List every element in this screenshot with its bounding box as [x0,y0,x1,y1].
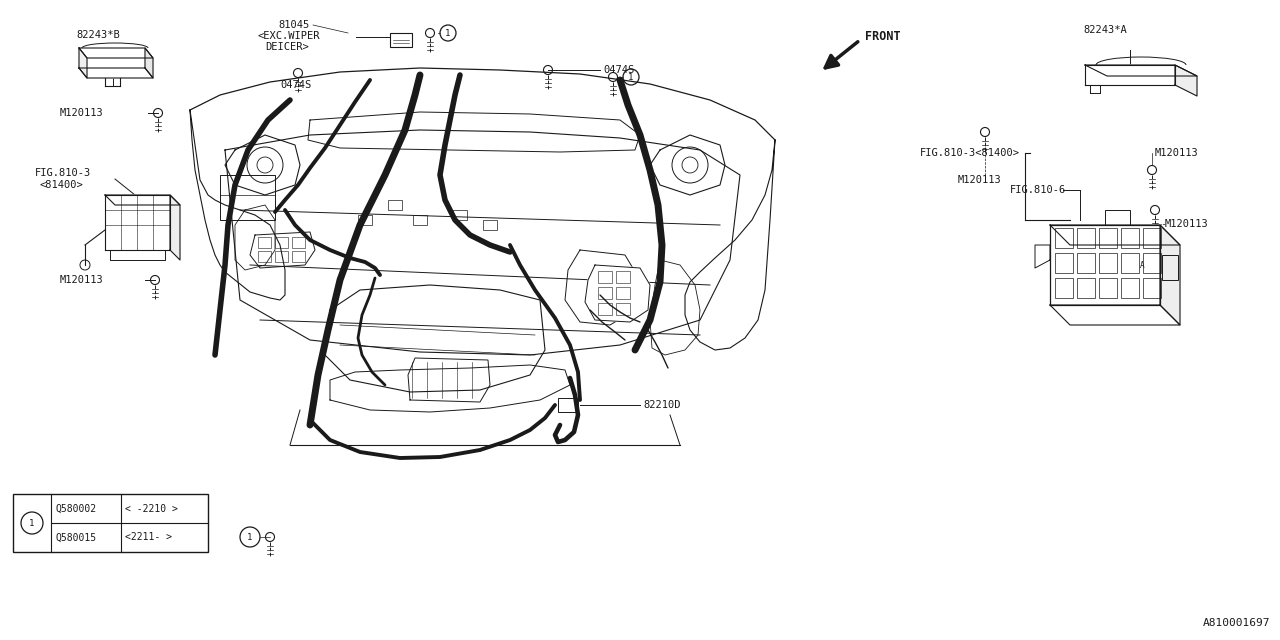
Text: 1: 1 [29,518,35,527]
Text: M120113: M120113 [1165,219,1208,229]
Text: 82210D: 82210D [643,400,681,410]
Text: < -2210 >: < -2210 > [125,504,178,513]
Text: Q580002: Q580002 [55,504,96,513]
Polygon shape [1085,65,1175,85]
Text: 81045: 81045 [278,20,310,30]
Polygon shape [79,48,87,78]
Polygon shape [1085,65,1197,76]
Polygon shape [1160,225,1180,325]
Text: DEICER>: DEICER> [265,42,308,52]
Polygon shape [105,195,170,250]
Text: <81400>: <81400> [40,180,83,190]
Polygon shape [105,195,180,205]
Text: M120113: M120113 [957,175,1002,185]
Text: M120113: M120113 [1155,148,1199,158]
Text: FIG.810-6: FIG.810-6 [1010,185,1066,195]
Text: 1: 1 [445,29,451,38]
Text: Q580015: Q580015 [55,532,96,543]
Polygon shape [1050,305,1180,325]
Polygon shape [1050,225,1180,245]
Polygon shape [79,68,154,78]
Text: 1: 1 [247,532,252,541]
Text: A810001697: A810001697 [1202,618,1270,628]
Polygon shape [79,48,154,58]
Polygon shape [145,48,154,78]
Text: A: A [1139,260,1144,269]
Polygon shape [585,265,650,322]
Text: <2211- >: <2211- > [125,532,172,543]
Text: 82243*B: 82243*B [76,30,120,40]
Text: FIG.810-3: FIG.810-3 [35,168,91,178]
Text: 1: 1 [628,72,634,81]
Polygon shape [1175,65,1197,96]
Text: 0474S: 0474S [603,65,635,75]
Text: 0474S: 0474S [280,80,311,90]
Text: <EXC.WIPER: <EXC.WIPER [259,31,320,41]
Text: FIG.810-3<81400>: FIG.810-3<81400> [920,148,1020,158]
Text: FRONT: FRONT [865,31,901,44]
Text: 82243*A: 82243*A [1083,25,1126,35]
Polygon shape [1050,225,1160,305]
Text: M120113: M120113 [60,108,104,118]
Text: M120113: M120113 [60,275,104,285]
Polygon shape [170,195,180,260]
